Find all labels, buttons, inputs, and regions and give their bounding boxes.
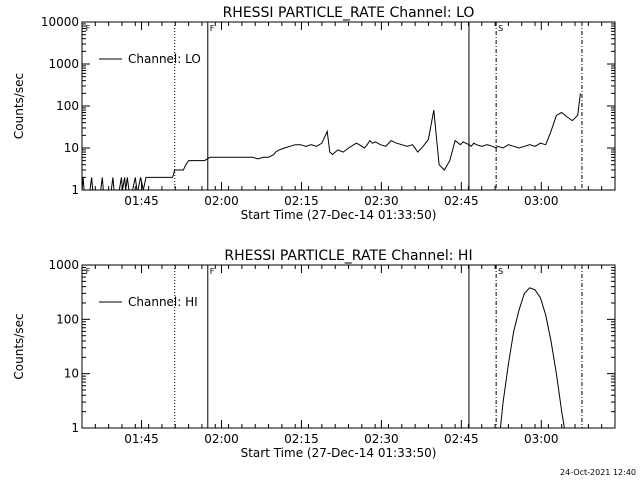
marker-label: F (210, 24, 215, 33)
series-line-0 (499, 287, 565, 429)
x-tick-label: 02:00 (204, 194, 239, 208)
x-tick-label: 02:45 (444, 432, 479, 446)
chart-panel-hi: RHESSI PARTICLE_RATE Channel: HI 01:45 02:… (12, 248, 616, 460)
chart-title: RHESSI PARTICLE_RATE Channel: LO (223, 5, 475, 21)
marker-label: F (86, 267, 91, 276)
marker-label: F (210, 267, 215, 276)
x-tick-label: 02:15 (284, 194, 319, 208)
series-line-0 (81, 93, 581, 191)
y-tick-label: 10 (64, 367, 79, 381)
marker-label: S (498, 267, 503, 276)
y-tick-label: 1000 (48, 57, 79, 71)
x-tick-label: 02:30 (364, 194, 399, 208)
x-tick-label: 01:45 (124, 194, 159, 208)
chart-panel-lo: RHESSI PARTICLE_RATE Channel: LO 01:45 02:… (12, 5, 616, 222)
legend-label: Channel: HI (128, 295, 198, 309)
chart-title: RHESSI PARTICLE_RATE Channel: HI (224, 248, 472, 264)
x-tick-label: 03:00 (524, 432, 559, 446)
marker-label: S (498, 24, 503, 33)
x-axis-label: Start Time (27-Dec-14 01:33:50) (241, 446, 437, 460)
x-tick-label: 02:30 (364, 432, 399, 446)
y-tick-label: 1 (71, 421, 79, 435)
timestamp: 24-Oct-2021 12:40 (560, 468, 636, 477)
x-axis-label: Start Time (27-Dec-14 01:33:50) (241, 208, 437, 222)
y-tick-label: 1000 (48, 258, 79, 272)
x-tick-label: 02:00 (204, 432, 239, 446)
plot-frame (81, 21, 616, 191)
y-axis-label: Counts/sec (12, 313, 26, 379)
y-tick-label: 100 (56, 312, 79, 326)
x-tick-label: 03:00 (524, 194, 559, 208)
x-tick-label: 02:15 (284, 432, 319, 446)
y-tick-label: 10000 (41, 15, 79, 29)
y-tick-label: 10 (64, 141, 79, 155)
y-tick-label: 1 (71, 183, 79, 197)
y-axis-label: Counts/sec (12, 73, 26, 139)
marker-label: F (86, 24, 91, 33)
x-tick-label: 01:45 (124, 432, 159, 446)
legend-label: Channel: LO (128, 52, 201, 66)
x-tick-label: 02:45 (444, 194, 479, 208)
y-tick-label: 100 (56, 99, 79, 113)
